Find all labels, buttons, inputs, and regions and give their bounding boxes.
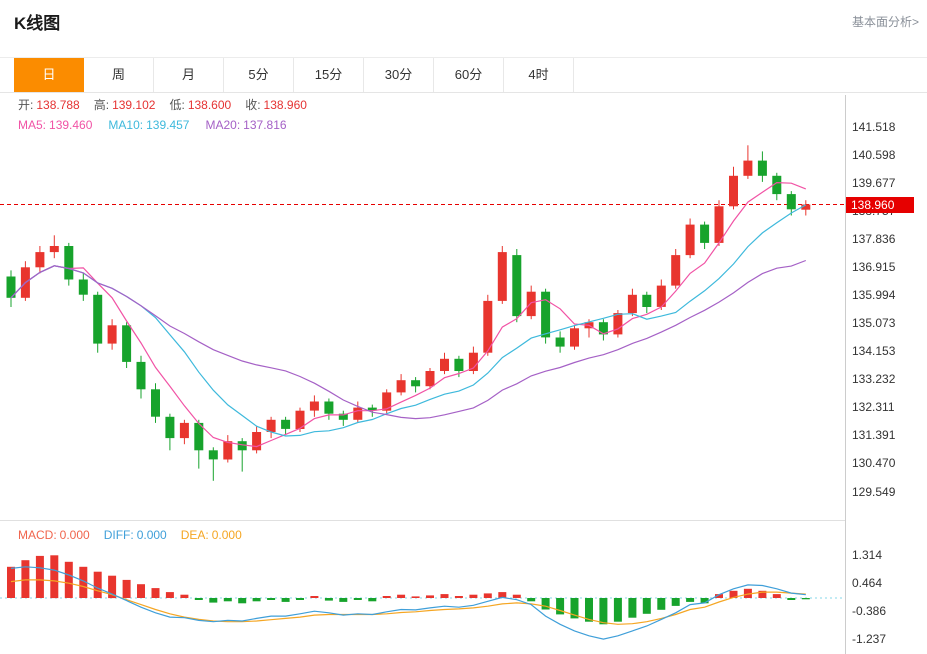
ohlc-legend-item: 收: 138.960 xyxy=(245,98,307,112)
tab-日[interactable]: 日 xyxy=(14,58,84,92)
page-title: K线图 xyxy=(14,14,61,33)
price-axis-label: 139.677 xyxy=(852,175,896,190)
dea-line xyxy=(10,579,806,625)
macd-axis-label: -0.386 xyxy=(852,603,887,618)
macd-axis-label: -1.237 xyxy=(852,631,887,646)
price-axis-label: 141.518 xyxy=(852,119,896,134)
price-axis-label: 132.311 xyxy=(852,400,895,415)
price-axis-label: 137.836 xyxy=(852,231,896,246)
price-axis-label: 140.598 xyxy=(852,147,896,162)
ohlc-legend: 开: 138.788 高: 139.102 低: 138.600 收: 138.960 xyxy=(18,98,307,112)
price-axis-label: 133.232 xyxy=(852,372,896,387)
macd-legend-item: DIFF: 0.000 xyxy=(103,528,167,542)
ma20-line xyxy=(10,259,807,420)
price-axis-label: 135.994 xyxy=(852,288,896,302)
price-axis-label: 136.915 xyxy=(852,259,896,274)
fundamental-analysis-link[interactable]: 基本面分析> xyxy=(851,15,919,29)
tab-30分[interactable]: 30分 xyxy=(364,58,434,92)
candle-series xyxy=(6,145,811,481)
tab-周[interactable]: 周 xyxy=(84,58,154,92)
macd-legend-item: DEA: 0.000 xyxy=(180,528,242,542)
tab-月[interactable]: 月 xyxy=(154,58,224,92)
tab-4时[interactable]: 4时 xyxy=(504,58,574,92)
ma5-line xyxy=(10,181,807,448)
current-price-value: 138.960 xyxy=(851,197,895,212)
ma-legend-item: MA20: 137.816 xyxy=(205,118,287,132)
tab-15分[interactable]: 15分 xyxy=(294,58,364,92)
diff-line xyxy=(10,566,806,640)
price-axis-label: 135.073 xyxy=(852,316,896,330)
macd-axis-label: 1.314 xyxy=(852,547,883,562)
macd-legend-item: MACD: 0.000 xyxy=(18,528,90,542)
ohlc-legend-item: 开: 138.788 xyxy=(18,98,80,112)
macd-axis-label: 0.464 xyxy=(852,575,883,590)
ma-legend: MA5: 139.460 MA10: 139.457 MA20: 137.816 xyxy=(18,118,287,132)
current-price-badge: 138.960 xyxy=(846,196,914,213)
price-axis-label: 130.470 xyxy=(852,456,896,471)
timeframe-tabs: 日周月 5分 15分 30分 60分 4时 xyxy=(0,57,927,93)
price-axis-label: 129.549 xyxy=(852,484,896,499)
tab-5分[interactable]: 5分 xyxy=(224,58,294,92)
price-axis-label: 131.391 xyxy=(852,428,896,443)
ohlc-legend-item: 高: 139.102 xyxy=(93,98,156,112)
macd-legend: MACD: 0.000 DIFF: 0.000 DEA: 0.000 xyxy=(18,528,242,542)
ma-legend-item: MA5: 139.460 xyxy=(18,118,93,132)
tab-60分[interactable]: 60分 xyxy=(434,58,504,92)
ma-legend-item: MA10: 139.457 xyxy=(108,118,190,132)
macd-histogram xyxy=(7,555,810,625)
ohlc-legend-item: 低: 138.600 xyxy=(169,98,232,112)
price-axis-label: 134.153 xyxy=(852,344,896,359)
